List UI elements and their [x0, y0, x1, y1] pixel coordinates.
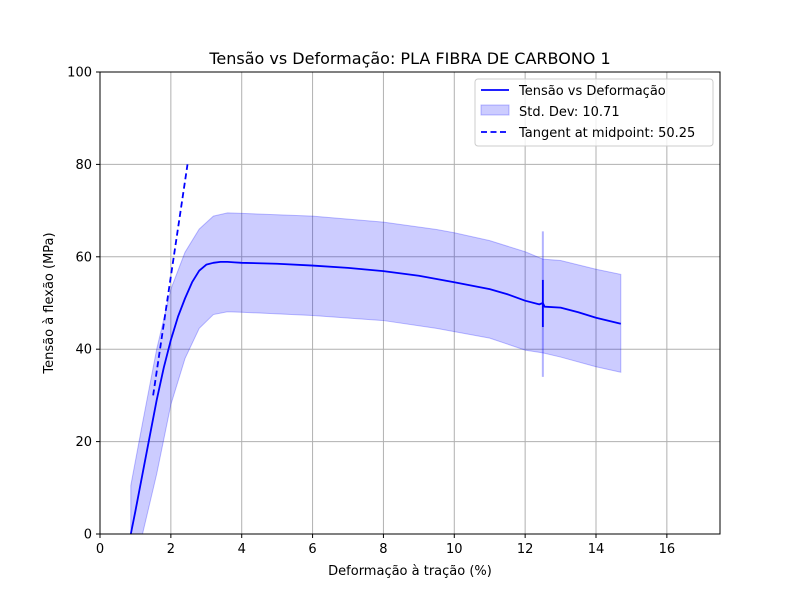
x-tick-label: 14: [588, 542, 605, 557]
legend-label-tangent: Tangent at midpoint: 50.25: [518, 126, 695, 141]
x-tick-label: 12: [517, 542, 534, 557]
x-tick-label: 2: [167, 542, 175, 557]
x-axis-label: Deformação à tração (%): [328, 564, 492, 579]
legend-label-line: Tensão vs Deformação: [518, 84, 666, 99]
x-tick-label: 6: [308, 542, 316, 557]
x-tick-label: 8: [379, 542, 387, 557]
axis-ticks: 0 2 4 6 8 10 12 14 16 0 20 40 60 80 100: [67, 66, 675, 558]
legend-band-swatch: [480, 104, 510, 116]
legend-box: [474, 78, 714, 147]
chart-title: Tensão vs Deformação: PLA FIBRA DE CARBO…: [208, 49, 610, 68]
y-tick-label: 60: [75, 250, 92, 265]
stress-strain-line: [129, 260, 622, 535]
grid: [99, 71, 720, 535]
y-tick-label: 40: [75, 343, 92, 358]
plot-area: [100, 72, 720, 534]
y-tick-label: 20: [75, 435, 92, 450]
y-axis-label: Tensão à flexão (MPa): [42, 232, 57, 374]
x-tick-label: 10: [446, 542, 463, 557]
legend-label-band: Std. Dev: 10.71: [519, 105, 620, 120]
x-tick-label: 0: [96, 542, 104, 557]
y-tick-label: 80: [75, 158, 92, 173]
x-tick-label: 4: [238, 542, 246, 557]
std-dev-band: [130, 212, 622, 535]
legend: Tensão vs Deformação Std. Dev: 10.71 Tan…: [474, 78, 714, 147]
y-tick-label: 100: [67, 66, 92, 81]
x-tick-label: 16: [659, 542, 676, 557]
tangent-line: [152, 164, 189, 396]
axes-frame: [99, 71, 721, 535]
y-tick-label: 0: [84, 528, 92, 543]
series-layer: [129, 164, 622, 535]
